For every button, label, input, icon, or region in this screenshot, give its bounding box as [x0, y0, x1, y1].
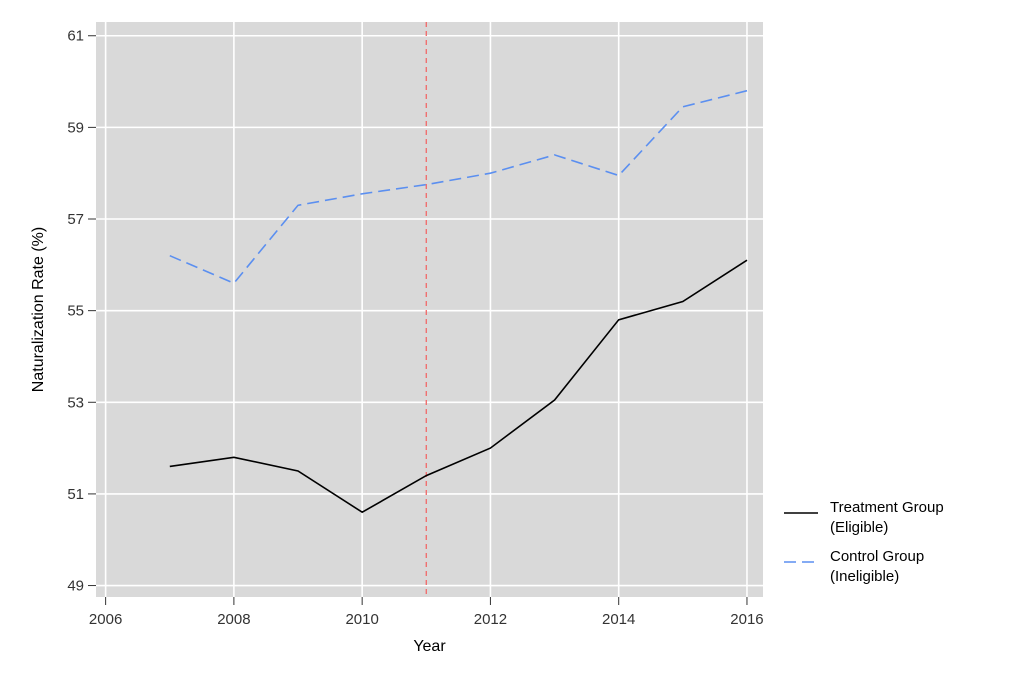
y-axis: 49 51 53 55 57 59 61 [67, 28, 96, 595]
x-tick-label: 2012 [474, 611, 507, 628]
legend-label: Treatment Group [830, 499, 944, 516]
y-tick-label: 55 [67, 303, 84, 320]
y-tick-label: 59 [67, 119, 84, 136]
y-tick-label: 51 [67, 486, 84, 503]
x-tick-label: 2006 [89, 611, 122, 628]
series-line-0 [169, 259, 748, 514]
y-axis-title: Naturalization Rate (%) [30, 227, 47, 392]
x-axis-title: Year [413, 638, 446, 655]
y-tick-label: 49 [67, 578, 84, 595]
x-tick-label: 2010 [345, 611, 378, 628]
x-tick-label: 2008 [217, 611, 250, 628]
x-tick-label: 2014 [602, 611, 635, 628]
legend-label: (Eligible) [830, 519, 888, 536]
series-line-1 [169, 89, 748, 285]
y-tick-label: 57 [67, 211, 84, 228]
x-axis: 2006 2008 2010 2012 2014 2016 [89, 597, 764, 628]
legend-label: Control Group [830, 548, 924, 565]
y-tick-label: 61 [67, 28, 84, 45]
series-group [169, 89, 748, 514]
y-tick-label: 53 [67, 394, 84, 411]
plot-background [96, 22, 763, 597]
x-tick-label: 2016 [730, 611, 763, 628]
legend: Treatment Group (Eligible) Control Group (I… [784, 499, 944, 585]
legend-label: (Ineligible) [830, 568, 899, 585]
